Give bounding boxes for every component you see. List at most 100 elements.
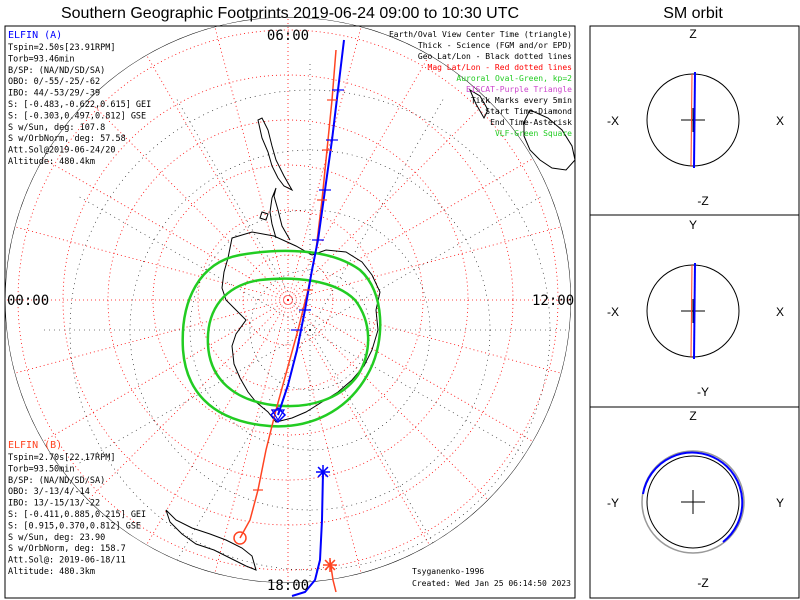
legend-entry: Thick - Science (FGM and/or EPD) [418,41,572,50]
info-line: Tspin=2.50s[23.91RPM] [8,43,115,53]
mag-lon-line [214,299,289,574]
info-line: Torb=93.46min [8,54,75,64]
elfin-b-title: ELFIN (B) [8,440,62,451]
info-line: S w/Sun, deg: 23.90 [8,533,105,543]
sm-orbit-a [642,451,744,543]
main-title: Southern Geographic Footprints 2019-06-2… [61,5,519,22]
info-line: S: [-0.303,0.497,0.812] GSE [8,111,146,121]
panel-axis-label: Z [689,27,696,41]
info-line: Torb=93.50min [8,464,75,474]
panel-axis-label: -X [607,305,619,319]
info-line: Altitude: 480.3km [8,567,95,577]
antarctica-outline [221,231,381,423]
africa-outline [165,509,257,571]
mag-lat-circle [152,164,424,436]
sm-orbit-a [693,262,696,360]
info-line: OBO: 0/-55/-25/-62 [8,77,100,87]
panel-axis-label: -Z [697,576,708,590]
panel-axis-label: X [776,305,784,319]
elfin-a-info: ELFIN (A) Tspin=2.50s[23.91RPM]Torb=93.4… [8,30,151,167]
mlt-label-bottom: 18:00 [267,578,309,594]
earth-circle [646,264,740,358]
earth-circle [646,455,740,549]
mlt-label-left: 00:00 [7,293,49,309]
info-line: S: [-0.483,-0.622,0.615] GEI [8,100,151,110]
info-line: S w/OrbNorm, deg: 158.7 [8,544,126,554]
south-america-outline [257,117,294,192]
mag-lon-line [14,226,289,301]
elfin-a-title: ELFIN (A) [8,30,62,41]
geo-lon-line [76,194,311,331]
legend-entry: VLF-Green Square [495,129,572,138]
mag-lon-line [146,299,289,546]
sm-orbit-b [690,264,693,358]
created-label: Created: Wed Jan 25 06:14:50 2023 [412,579,571,588]
auroral-oval [181,249,382,428]
elfin-b-info: ELFIN (B) Tspin=2.70s[22.17RPM]Torb=93.5… [8,440,146,577]
info-line: S w/Sun, deg: 107.8 [8,123,105,133]
model-label: Tsyganenko-1996 [412,567,484,576]
auroral-oval-inner [206,277,370,408]
geo-lon-line [309,194,544,331]
legend-entry: Start Time-Diamond [485,107,572,116]
continent-outlines [165,88,576,571]
sm-orbit-b [690,73,693,167]
mag-lon-line [287,226,562,301]
panel-axis-label: Y [689,218,697,232]
panel-axis-label: Z [689,409,696,423]
panel-frame [589,25,800,599]
map-frame [4,25,576,599]
panel-axis-label: -X [607,114,619,128]
info-line: OBO: 3/-13/4/-14 [8,487,90,497]
mag-lon-line [42,158,289,301]
info-line: IBO: 13/-15/13/-22 [8,499,100,509]
elfin-a-track-lower [291,471,324,597]
mlt-label-top: 06:00 [267,28,309,44]
australia-outline [523,109,576,171]
info-line: Att.Sol@: 2019-06-18/11 [8,556,126,566]
info-line: B/SP: (NA/ND/SD/SA) [8,66,105,76]
legend-entry: Geo Lat/Lon - Black dotted lines [418,52,572,61]
elfin-a-view-triangle [270,409,286,422]
geo-lon-line [309,329,544,466]
panel-axis-label: -Z [697,194,708,208]
mag-lat-circle [17,29,559,571]
sm-orbit-a [693,71,696,169]
mag-lon-line [287,299,562,374]
peninsula-outline [269,187,291,241]
legend-entry: Mag Lat/Lon - Red dotted lines [428,63,573,72]
geo-lon-line [309,96,446,331]
legend-entry: Earth/Oval View Center Time (triangle) [389,30,572,39]
elfin-a-end-asterisk [317,466,329,478]
info-line: S: [0.915,0.370,0.812] GSE [8,521,141,531]
info-line: IBO: 44/-53/29/-39 [8,89,100,99]
panel-axis-label: Y [776,496,784,510]
sm-orbit-panels: Z -Z -X X Y -Y -X X Z -Z -Y Y [607,27,784,590]
geo-lon-line [174,96,311,331]
geo-lon-line [76,329,311,466]
info-line: Tspin=2.70s[22.17RPM] [8,453,115,463]
elfin-b-start-marker [233,531,247,545]
legend-entry: Auroral Oval-Green, kp=2 [456,74,572,83]
legend: Earth/Oval View Center Time (triangle) Th… [389,30,572,138]
mag-lon-line [87,299,289,501]
sm-orbit-panel: Z -Z -X X [607,27,784,208]
legend-entry: EISCAT-Purple Triangle [466,85,572,94]
mag-lon-line [42,299,289,442]
sm-orbit-panel: Z -Z -Y Y [607,409,784,590]
sm-orbit-panel: Y -Y -X X [607,218,784,399]
info-line: Altitude: 480.4km [8,157,95,167]
info-line: B/SP: (NA/ND/SD/SA) [8,476,105,486]
mag-lon-line [287,26,362,301]
elfin-a-track [277,39,345,416]
mag-lon-line [287,299,534,442]
mlt-label-right: 12:00 [532,293,574,309]
mag-lon-line [14,299,289,374]
panel-axis-label: -Y [607,496,619,510]
footprint-tracks [233,39,345,597]
panel-axis-label: -Y [697,385,709,399]
legend-entry: End Time-Asterisk [490,118,572,127]
info-line: S w/OrbNorm, deg: 57.58 [8,134,126,144]
earth-circle [646,73,740,167]
sm-orbit-b [641,450,745,554]
